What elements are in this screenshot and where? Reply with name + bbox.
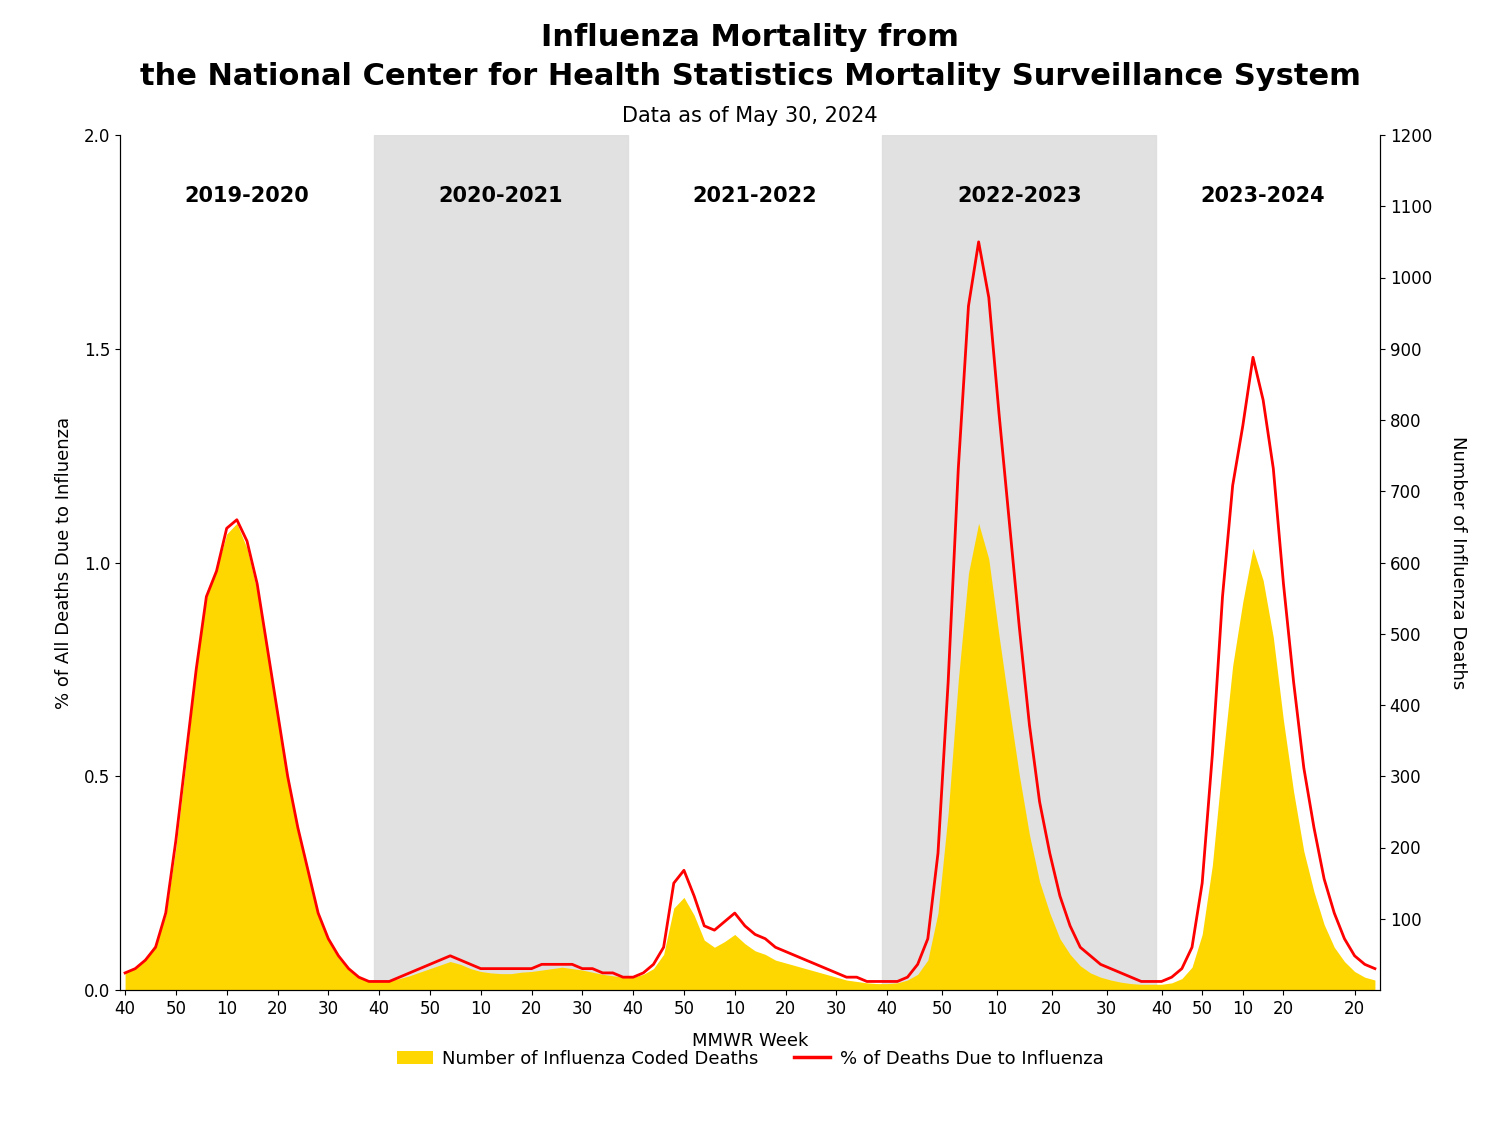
- Bar: [374, 135, 628, 990]
- Text: the National Center for Health Statistics Mortality Surveillance System: the National Center for Health Statistic…: [140, 62, 1360, 91]
- X-axis label: MMWR Week: MMWR Week: [692, 1032, 808, 1050]
- Text: Influenza Mortality from: Influenza Mortality from: [542, 22, 958, 52]
- Text: Data as of May 30, 2024: Data as of May 30, 2024: [622, 106, 878, 126]
- Legend: Number of Influenza Coded Deaths, % of Deaths Due to Influenza: Number of Influenza Coded Deaths, % of D…: [390, 1043, 1110, 1076]
- Text: 2021-2022: 2021-2022: [693, 187, 818, 206]
- Y-axis label: % of All Deaths Due to Influenza: % of All Deaths Due to Influenza: [56, 416, 74, 709]
- Text: 2022-2023: 2022-2023: [957, 187, 1082, 206]
- Text: 2020-2021: 2020-2021: [438, 187, 564, 206]
- Text: 2023-2024: 2023-2024: [1202, 187, 1326, 206]
- Y-axis label: Number of Influenza Deaths: Number of Influenza Deaths: [1449, 435, 1467, 690]
- Text: 2019-2020: 2019-2020: [184, 187, 309, 206]
- Bar: [882, 135, 1156, 990]
